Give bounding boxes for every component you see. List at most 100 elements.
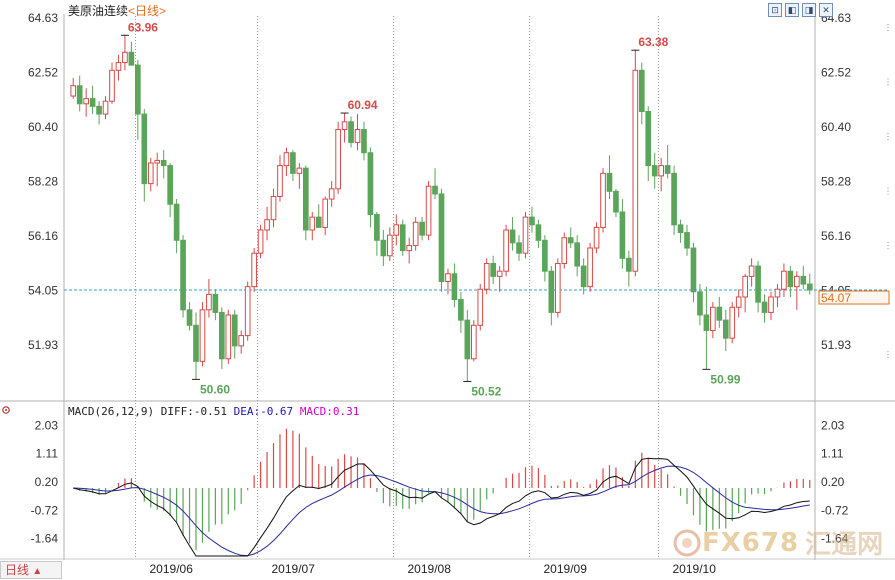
candle-body: [716, 306, 723, 321]
candle-body: [186, 309, 193, 326]
candle-body: [277, 165, 283, 198]
candle-body: [231, 314, 238, 347]
candle-body: [470, 324, 477, 360]
y-tick-label-left: 64.63: [28, 11, 58, 25]
candle-body: [781, 270, 787, 290]
y-tick-label-right: 58.28: [821, 175, 851, 189]
candle-body: [593, 226, 600, 249]
candle-body: [290, 152, 296, 174]
low-label: 50.99: [710, 372, 740, 386]
x-tick-label: 2019/09: [544, 562, 588, 576]
candle-body: [483, 262, 490, 290]
period-label[interactable]: <日线>: [128, 4, 167, 18]
macd-y-tick-left: -1.64: [31, 532, 59, 546]
candle-body: [219, 311, 225, 360]
candle-body: [677, 224, 684, 234]
candle-body: [89, 98, 96, 107]
candle-body: [193, 324, 199, 362]
macd-y-tick-right: 2.03: [821, 418, 845, 432]
candle-body: [419, 221, 425, 236]
candle-body: [309, 216, 316, 231]
watermark-text: FX678: [702, 527, 800, 558]
candle-body: [96, 105, 102, 115]
candle-body: [135, 64, 141, 115]
high-label: 60.94: [348, 98, 378, 112]
close-icon[interactable]: ✕: [819, 3, 833, 17]
candle-body: [270, 196, 277, 221]
candle-body: [496, 270, 503, 277]
candle-body: [600, 172, 606, 228]
low-label: 50.52: [471, 384, 501, 398]
macd-params: MACD(26,12,9): [68, 405, 155, 418]
candle-body: [283, 152, 290, 167]
candle-body: [206, 293, 212, 311]
period-tab-label: 日线: [5, 563, 30, 577]
candle-body: [167, 165, 173, 205]
y-tick-label-left: 54.05: [28, 284, 58, 298]
candle-body: [684, 232, 690, 249]
candle-body: [264, 219, 270, 231]
candle-body: [341, 121, 348, 131]
y-tick-label-right: 60.40: [821, 120, 851, 134]
candle-body: [464, 319, 471, 360]
candle-body: [651, 165, 658, 177]
watermark: FX678 汇通网: [672, 524, 883, 561]
macd-legend: MACD(26,12,9) DIFF:-0.51 DEA:-0.67 MACD:…: [68, 405, 359, 418]
candle-body: [542, 239, 548, 272]
y-tick-label-left: 51.93: [28, 338, 58, 352]
candle-body: [354, 129, 361, 143]
back-icon[interactable]: ◧: [785, 3, 799, 17]
candle-body: [70, 85, 77, 97]
candle-body: [619, 211, 626, 259]
forward-icon[interactable]: ◨: [802, 3, 816, 17]
high-label: 63.38: [638, 35, 668, 49]
macd-y-tick-right: -1.64: [821, 532, 849, 546]
chart-title: 美原油连续<日线>: [68, 2, 166, 19]
candle-body: [147, 162, 154, 185]
candle-body: [664, 165, 671, 174]
candle-body: [613, 190, 619, 213]
candle-body: [109, 69, 115, 102]
candle-body: [729, 306, 736, 339]
candle-body: [122, 51, 128, 64]
candle-body: [567, 237, 574, 244]
candle-body: [548, 270, 555, 313]
crosshair-icon[interactable]: [1, 405, 11, 415]
dea-line: [73, 465, 810, 557]
candle-body: [328, 188, 335, 200]
candle-body: [335, 129, 341, 190]
y-tick-label-right: 62.52: [821, 65, 851, 79]
watermark-logo: [673, 529, 701, 556]
candle-body: [632, 69, 639, 272]
macd-y-tick-left: 0.20: [35, 475, 59, 489]
candle-body: [406, 244, 413, 252]
candle-body: [296, 167, 303, 174]
candle-body: [128, 51, 135, 66]
candle-body: [432, 185, 438, 195]
candle-body: [755, 265, 761, 303]
candle-body: [748, 265, 755, 277]
candle-body: [587, 247, 593, 288]
period-tab[interactable]: 日线 ▲: [0, 561, 62, 579]
candle-body: [115, 62, 122, 71]
x-tick-label: 2019/07: [272, 562, 316, 576]
candle-body: [522, 216, 529, 254]
chart-mode-icon[interactable]: ⊡: [768, 3, 782, 17]
y-tick-label-left: 56.16: [28, 229, 58, 243]
candle-body: [761, 301, 768, 313]
candle-body: [180, 239, 186, 311]
candle-body: [774, 288, 781, 298]
candle-body: [438, 193, 445, 283]
low-label: 50.60: [200, 382, 230, 396]
candle-body: [238, 335, 245, 347]
candle-body: [529, 216, 535, 226]
current-price-label: 54.07: [821, 291, 851, 305]
x-tick-label: 2019/08: [408, 562, 452, 576]
high-label: 63.96: [128, 20, 158, 34]
candle-body: [367, 152, 374, 216]
candle-body: [806, 283, 813, 291]
dea-value: DEA:-0.67: [233, 405, 294, 418]
candle-body: [412, 221, 419, 246]
candle-body: [516, 242, 522, 254]
candle-body: [425, 185, 432, 236]
